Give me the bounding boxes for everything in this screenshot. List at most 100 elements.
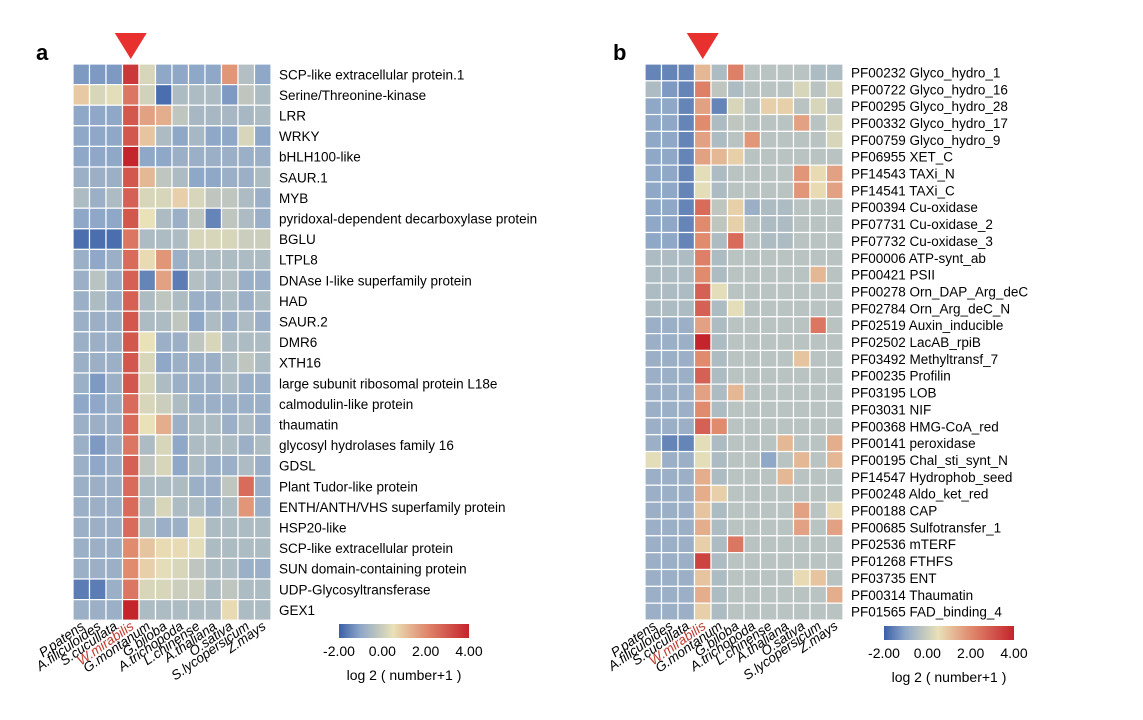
heatmap-cell [710, 215, 729, 234]
heatmap-cell [660, 535, 679, 554]
heatmap-cell [88, 83, 107, 106]
heatmap-cell [138, 228, 157, 251]
heatmap-cell [693, 113, 712, 133]
heatmap-cell [710, 484, 729, 503]
heatmap-cell [710, 417, 729, 436]
heatmap-cell [759, 147, 778, 166]
row-label: HAD [279, 294, 308, 309]
heatmap-cell [105, 166, 124, 189]
heatmap-cell [743, 501, 762, 520]
heatmap-cell [204, 496, 223, 518]
heatmap-cell [72, 228, 91, 251]
colorbar-tick-label: 0.00 [914, 645, 941, 661]
heatmap-cell [88, 413, 107, 436]
heatmap-cell [726, 181, 745, 200]
heatmap-cell [677, 417, 696, 436]
heatmap-cell [253, 248, 272, 271]
heatmap-cell [726, 518, 745, 537]
heatmap-cell [237, 516, 256, 539]
heatmap-cell [644, 434, 663, 453]
row-label: PF00685 Sulfotransfer_1 [851, 520, 1001, 535]
heatmap-cell [220, 351, 239, 374]
heatmap-cell [825, 400, 844, 419]
heatmap-cell [138, 393, 157, 415]
heatmap-cell [825, 602, 844, 621]
heatmap-cell [825, 366, 844, 385]
heatmap-cell [220, 578, 239, 601]
heatmap-cell [644, 366, 663, 385]
heatmap-cell [660, 113, 679, 133]
row-label: GEX1 [279, 603, 315, 618]
heatmap-cell [660, 417, 679, 436]
heatmap-cell [825, 198, 844, 217]
heatmap-cell [693, 552, 712, 571]
heatmap-cell [72, 248, 91, 271]
heatmap-cell [72, 83, 91, 106]
heatmap-cell [792, 248, 811, 267]
row-label: HSP20-like [279, 521, 347, 536]
heatmap-cell [644, 147, 663, 166]
heatmap-cell [72, 413, 91, 436]
heatmap-cell [253, 475, 272, 498]
heatmap-cell [809, 147, 828, 166]
heatmap-cell [660, 299, 679, 318]
heatmap-cell [726, 164, 745, 183]
heatmap-cell [171, 393, 190, 415]
heatmap-cell [693, 97, 712, 116]
heatmap-cell [809, 484, 828, 503]
heatmap-cell [792, 501, 811, 520]
heatmap-cell [792, 113, 811, 133]
heatmap-cell [105, 290, 124, 312]
heatmap-cell [204, 145, 223, 168]
heatmap-cell [693, 366, 712, 385]
heatmap-cell [644, 501, 663, 520]
heatmap-cell [809, 552, 828, 571]
row-label: WRKY [279, 129, 320, 144]
heatmap-cell [105, 310, 124, 333]
heatmap-cell [825, 383, 844, 402]
heatmap-cell [825, 518, 844, 537]
heatmap-cell [138, 63, 157, 86]
heatmap-cell [792, 568, 811, 587]
heatmap-cell [743, 383, 762, 402]
heatmap-cell [677, 400, 696, 419]
heatmap-cell [759, 366, 778, 385]
heatmap-cell [88, 125, 107, 148]
heatmap-cell [710, 518, 729, 537]
heatmap-cell [105, 434, 124, 456]
heatmap-cell [792, 164, 811, 183]
heatmap-cell [138, 496, 157, 518]
heatmap-cell [743, 181, 762, 200]
heatmap-cell [154, 351, 173, 374]
heatmap-cell [88, 557, 107, 580]
heatmap-cell [187, 290, 206, 312]
row-label: DNAse I-like superfamily protein [279, 273, 472, 288]
heatmap-cell [88, 269, 107, 292]
heatmap-cell [220, 83, 239, 106]
heatmap-cell [743, 248, 762, 267]
heatmap-cell [121, 145, 140, 168]
heatmap-cell [253, 516, 272, 539]
heatmap-cell [743, 400, 762, 419]
heatmap-cell [726, 198, 745, 217]
heatmap-cell [187, 166, 206, 189]
heatmap-cell [743, 417, 762, 436]
heatmap-cell [792, 417, 811, 436]
heatmap-cell [644, 568, 663, 587]
heatmap-cell [237, 63, 256, 86]
heatmap-cell [825, 467, 844, 486]
heatmap-cell [660, 130, 679, 149]
heatmap-cell [171, 351, 190, 374]
heatmap-cell [677, 299, 696, 318]
heatmap-cell [105, 104, 124, 127]
heatmap-cell [759, 518, 778, 537]
heatmap-cell [693, 265, 712, 284]
heatmap-cell [743, 349, 762, 368]
heatmap-cell [644, 215, 663, 234]
heatmap-cell [726, 535, 745, 554]
heatmap-cell [743, 316, 762, 335]
row-label: PF00248 Aldo_ket_red [851, 487, 988, 502]
heatmap-cell [204, 248, 223, 271]
heatmap-cell [693, 248, 712, 267]
heatmap-cell [220, 331, 239, 353]
